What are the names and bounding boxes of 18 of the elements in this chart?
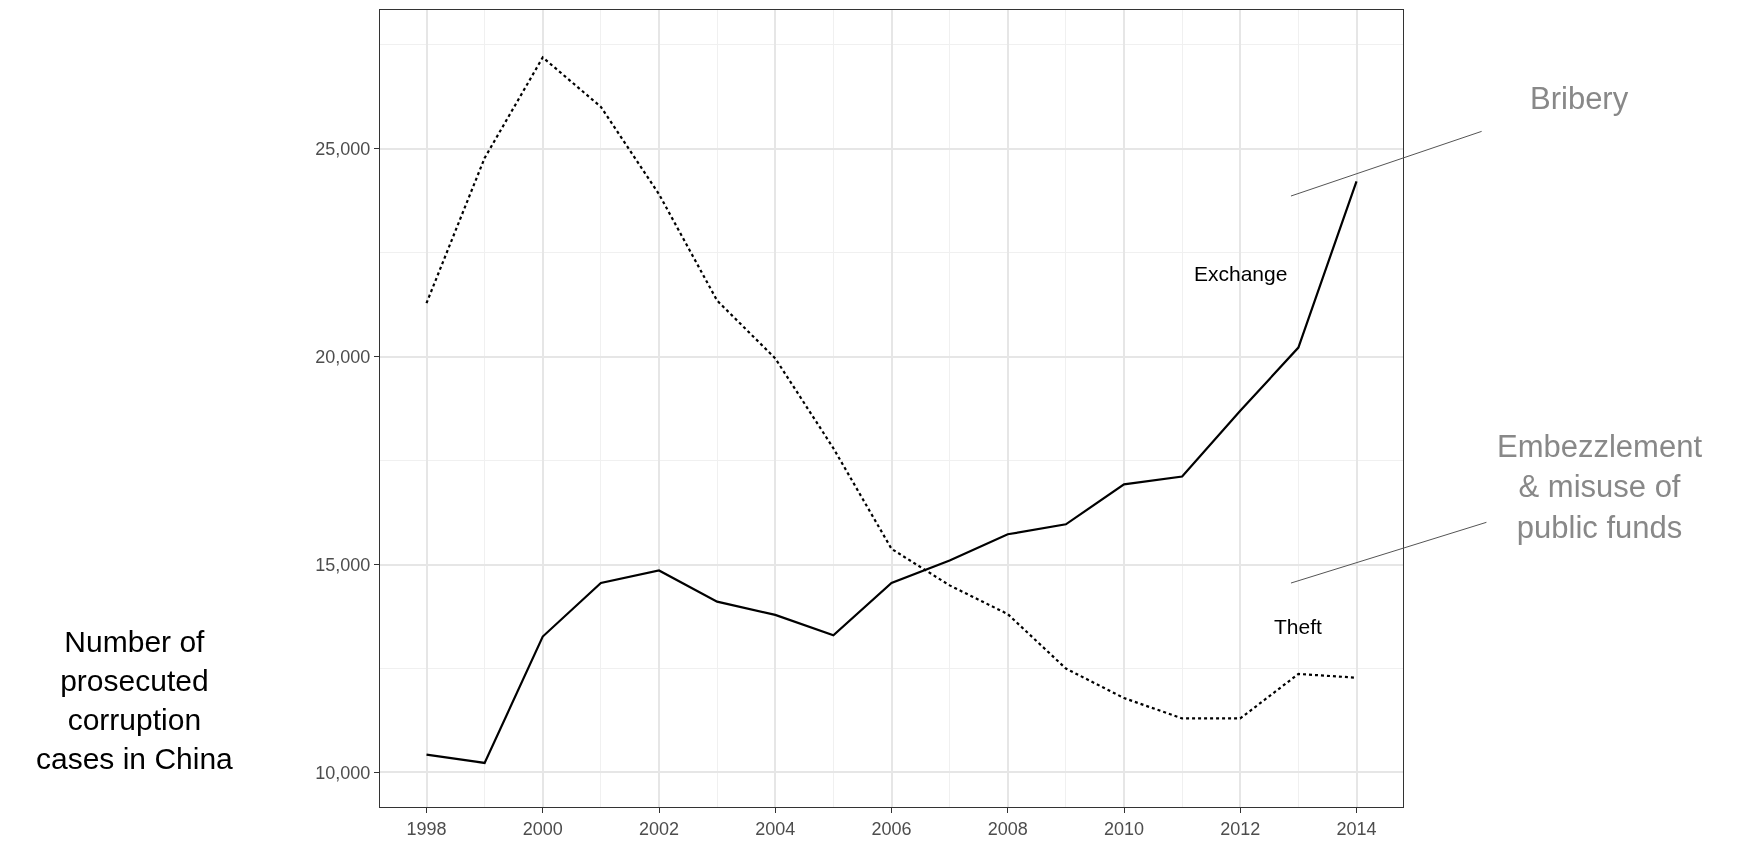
y-tick-label: 25,000 [315,139,371,160]
x-tick-label: 2014 [1336,818,1377,839]
annotation: Exchange [1194,262,1288,285]
y-axis-title: Number of prosecuted corruption cases in China [36,625,234,775]
y-tick-label: 20,000 [315,347,371,368]
x-tick-label: 1998 [406,818,447,839]
x-tick-label: 2006 [871,818,912,839]
text: Bribery [1530,81,1629,116]
y-tick-label: 15,000 [315,554,371,575]
x-tick-label: 2000 [522,818,563,839]
x-tick-label: 2004 [755,818,796,839]
x-tick-label: 2008 [987,818,1028,839]
y-tick-label: 10,000 [315,762,371,783]
text: Embezzlement & misuse of public funds [1497,429,1703,545]
x-tick-label: 2012 [1220,818,1261,839]
annotation: Theft [1274,615,1323,638]
x-tick-label: 2010 [1103,818,1145,839]
x-tick-label: 2002 [638,818,680,839]
